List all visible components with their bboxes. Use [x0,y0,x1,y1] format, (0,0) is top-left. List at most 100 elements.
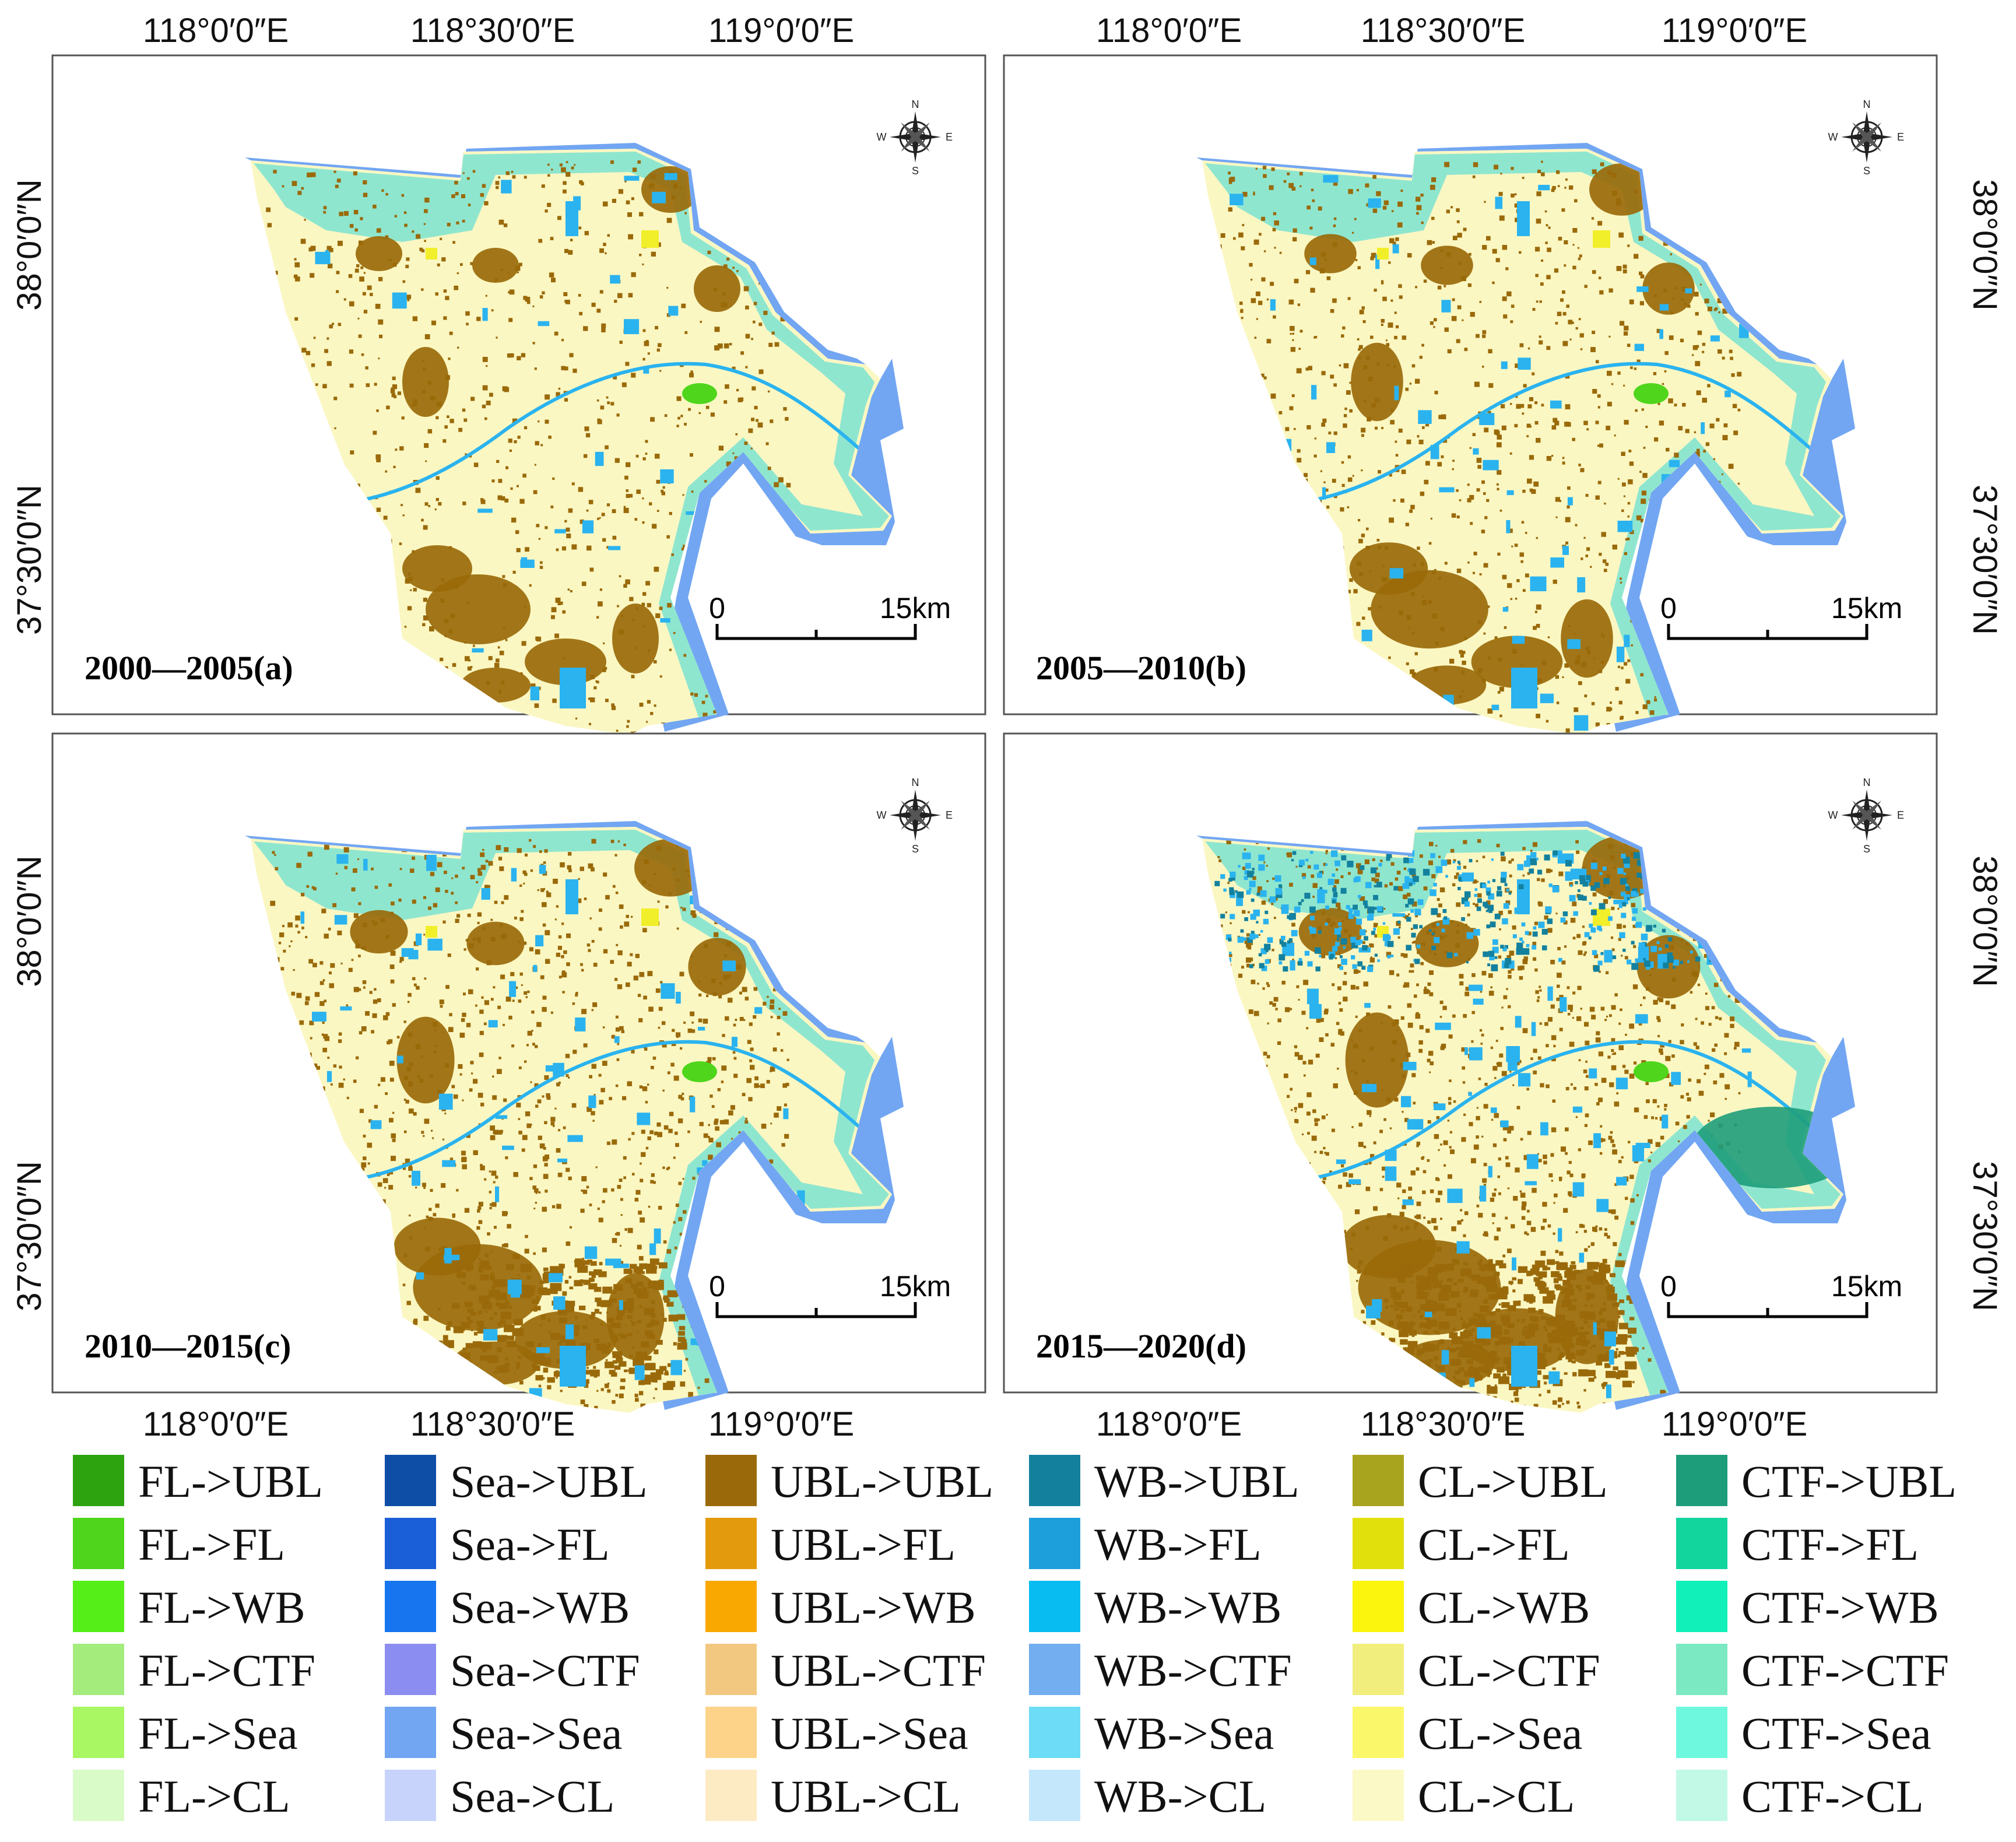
map-panels: N S E W 0 15km 2000—2005(a) N S E W 0 15km 2005—2010(… [51,54,1938,1413]
legend-swatch [1353,1581,1404,1632]
map-panel: N S E W 0 15km 2010—2015(c) [51,732,986,1413]
legend-label: Sea->CL [450,1771,614,1822]
legend-swatch [1029,1518,1080,1569]
legend-label: WB->FL [1094,1519,1262,1570]
urban-cluster [1349,542,1428,595]
legend-swatch [705,1644,757,1695]
legend-label: UBL->WB [771,1582,976,1633]
panel-label: 2010—2015(c) [85,1327,291,1365]
legend-swatch [73,1707,124,1758]
reservoir [1517,201,1530,236]
compass-label: E [1897,131,1904,143]
legend-label: CTF->Sea [1741,1708,1931,1759]
legend-label: Sea->Sea [450,1708,622,1759]
urban-cluster [688,938,746,996]
urban-cluster [694,265,740,312]
legend-item: UBL->UBL [705,1455,993,1507]
legend-label: WB->UBL [1094,1456,1299,1507]
legend-item: UBL->FL [705,1518,956,1570]
map-panel: N S E W 0 15km 2015—2020(d) [1003,732,1938,1413]
urban-cluster [1345,1012,1409,1108]
legend-swatch [73,1644,124,1695]
legend-swatch [705,1455,757,1506]
coordinate-labels: 118°0′0″E 118°30′0″E 119°0′0″E 118°0′0″E… [10,12,2004,1443]
legend-label: UBL->Sea [771,1708,968,1759]
left-lat-label: 38°0′0″N [10,855,48,987]
legend-swatch [1353,1770,1404,1821]
compass-label: W [1828,131,1838,143]
legend-swatch [1029,1770,1080,1821]
legend-item: FL->UBL [73,1455,323,1507]
legend-item: CTF->CTF [1676,1644,1949,1696]
urban-cluster [612,604,659,673]
legend-item: Sea->UBL [385,1455,648,1507]
forest-patch [682,383,717,404]
legend-item: CTF->FL [1676,1518,1919,1570]
forest-patch [1634,1061,1669,1082]
urban-cluster [402,545,472,592]
legend-swatch [385,1644,436,1695]
legend-label: WB->CTF [1094,1645,1292,1696]
legend-label: CTF->CL [1741,1771,1924,1822]
legend-label: Sea->FL [450,1519,610,1570]
reservoir [1511,668,1537,708]
legend-swatch [385,1707,436,1758]
scale-end-label: 15km [880,1270,951,1303]
legend-swatch [385,1770,436,1821]
legend-label: CL->FL [1418,1519,1570,1570]
urban-cluster [1341,1215,1437,1279]
legend-item: UBL->Sea [705,1707,968,1759]
legend-label: UBL->CL [771,1771,961,1822]
right-lat-label: 37°30′0″N [1966,1161,2004,1311]
legend-item: WB->FL [1029,1518,1262,1570]
urban-cluster [472,248,519,283]
legend-item: WB->UBL [1029,1455,1299,1507]
legend-label: WB->Sea [1094,1708,1274,1759]
legend-label: UBL->FL [771,1519,956,1570]
panel-label: 2000—2005(a) [85,649,293,687]
urban-cluster [356,236,402,271]
river [1283,362,1815,506]
urban-cluster [1589,163,1655,216]
compass-label: N [912,99,919,110]
urban-cluster [1351,342,1403,422]
legend-label: CL->UBL [1418,1456,1608,1507]
legend-item: Sea->Sea [385,1707,622,1759]
legend-swatch [705,1581,757,1632]
legend-item: Sea->CTF [385,1644,640,1696]
legend-label: FL->UBL [138,1456,323,1507]
top-lon-label: 119°0′0″E [708,12,854,50]
urban-cluster [1304,234,1357,273]
legend-item: FL->Sea [73,1707,298,1759]
reservoir [566,201,578,236]
reservoir [560,1346,586,1387]
legend-label: CTF->FL [1741,1519,1919,1570]
legend-swatch [73,1455,124,1506]
legend-swatch [73,1770,124,1821]
compass-label: N [912,777,919,788]
compass-label: W [877,809,887,821]
compass-label: N [1863,777,1871,788]
map-panel: N S E W 0 15km 2000—2005(a) [51,54,986,735]
legend-item: CTF->Sea [1676,1707,1931,1759]
legend-item: CTF->CL [1676,1770,1924,1822]
legend-item: CL->CTF [1353,1644,1600,1696]
legend-label: CL->CL [1418,1771,1575,1822]
legend-label: CTF->CTF [1741,1645,1949,1696]
scale-start-label: 0 [709,1270,725,1303]
urban-cluster [1421,245,1473,285]
top-lon-label: 119°0′0″E [1662,12,1807,50]
compass-label: S [1863,843,1870,855]
legend-swatch [705,1518,757,1569]
legend-swatch [1029,1455,1080,1506]
legend-label: UBL->UBL [771,1456,993,1507]
legend-item: FL->WB [73,1581,305,1633]
scale-start-label: 0 [709,592,725,624]
legend-label: CL->WB [1418,1582,1590,1633]
legend-item: CL->WB [1353,1581,1590,1633]
land-features [1205,830,1843,1413]
legend-label: Sea->UBL [450,1456,648,1507]
legend-swatch [1676,1581,1727,1632]
scale-bar: 0 15km [1660,592,1902,640]
legend-item: FL->CL [73,1770,290,1822]
